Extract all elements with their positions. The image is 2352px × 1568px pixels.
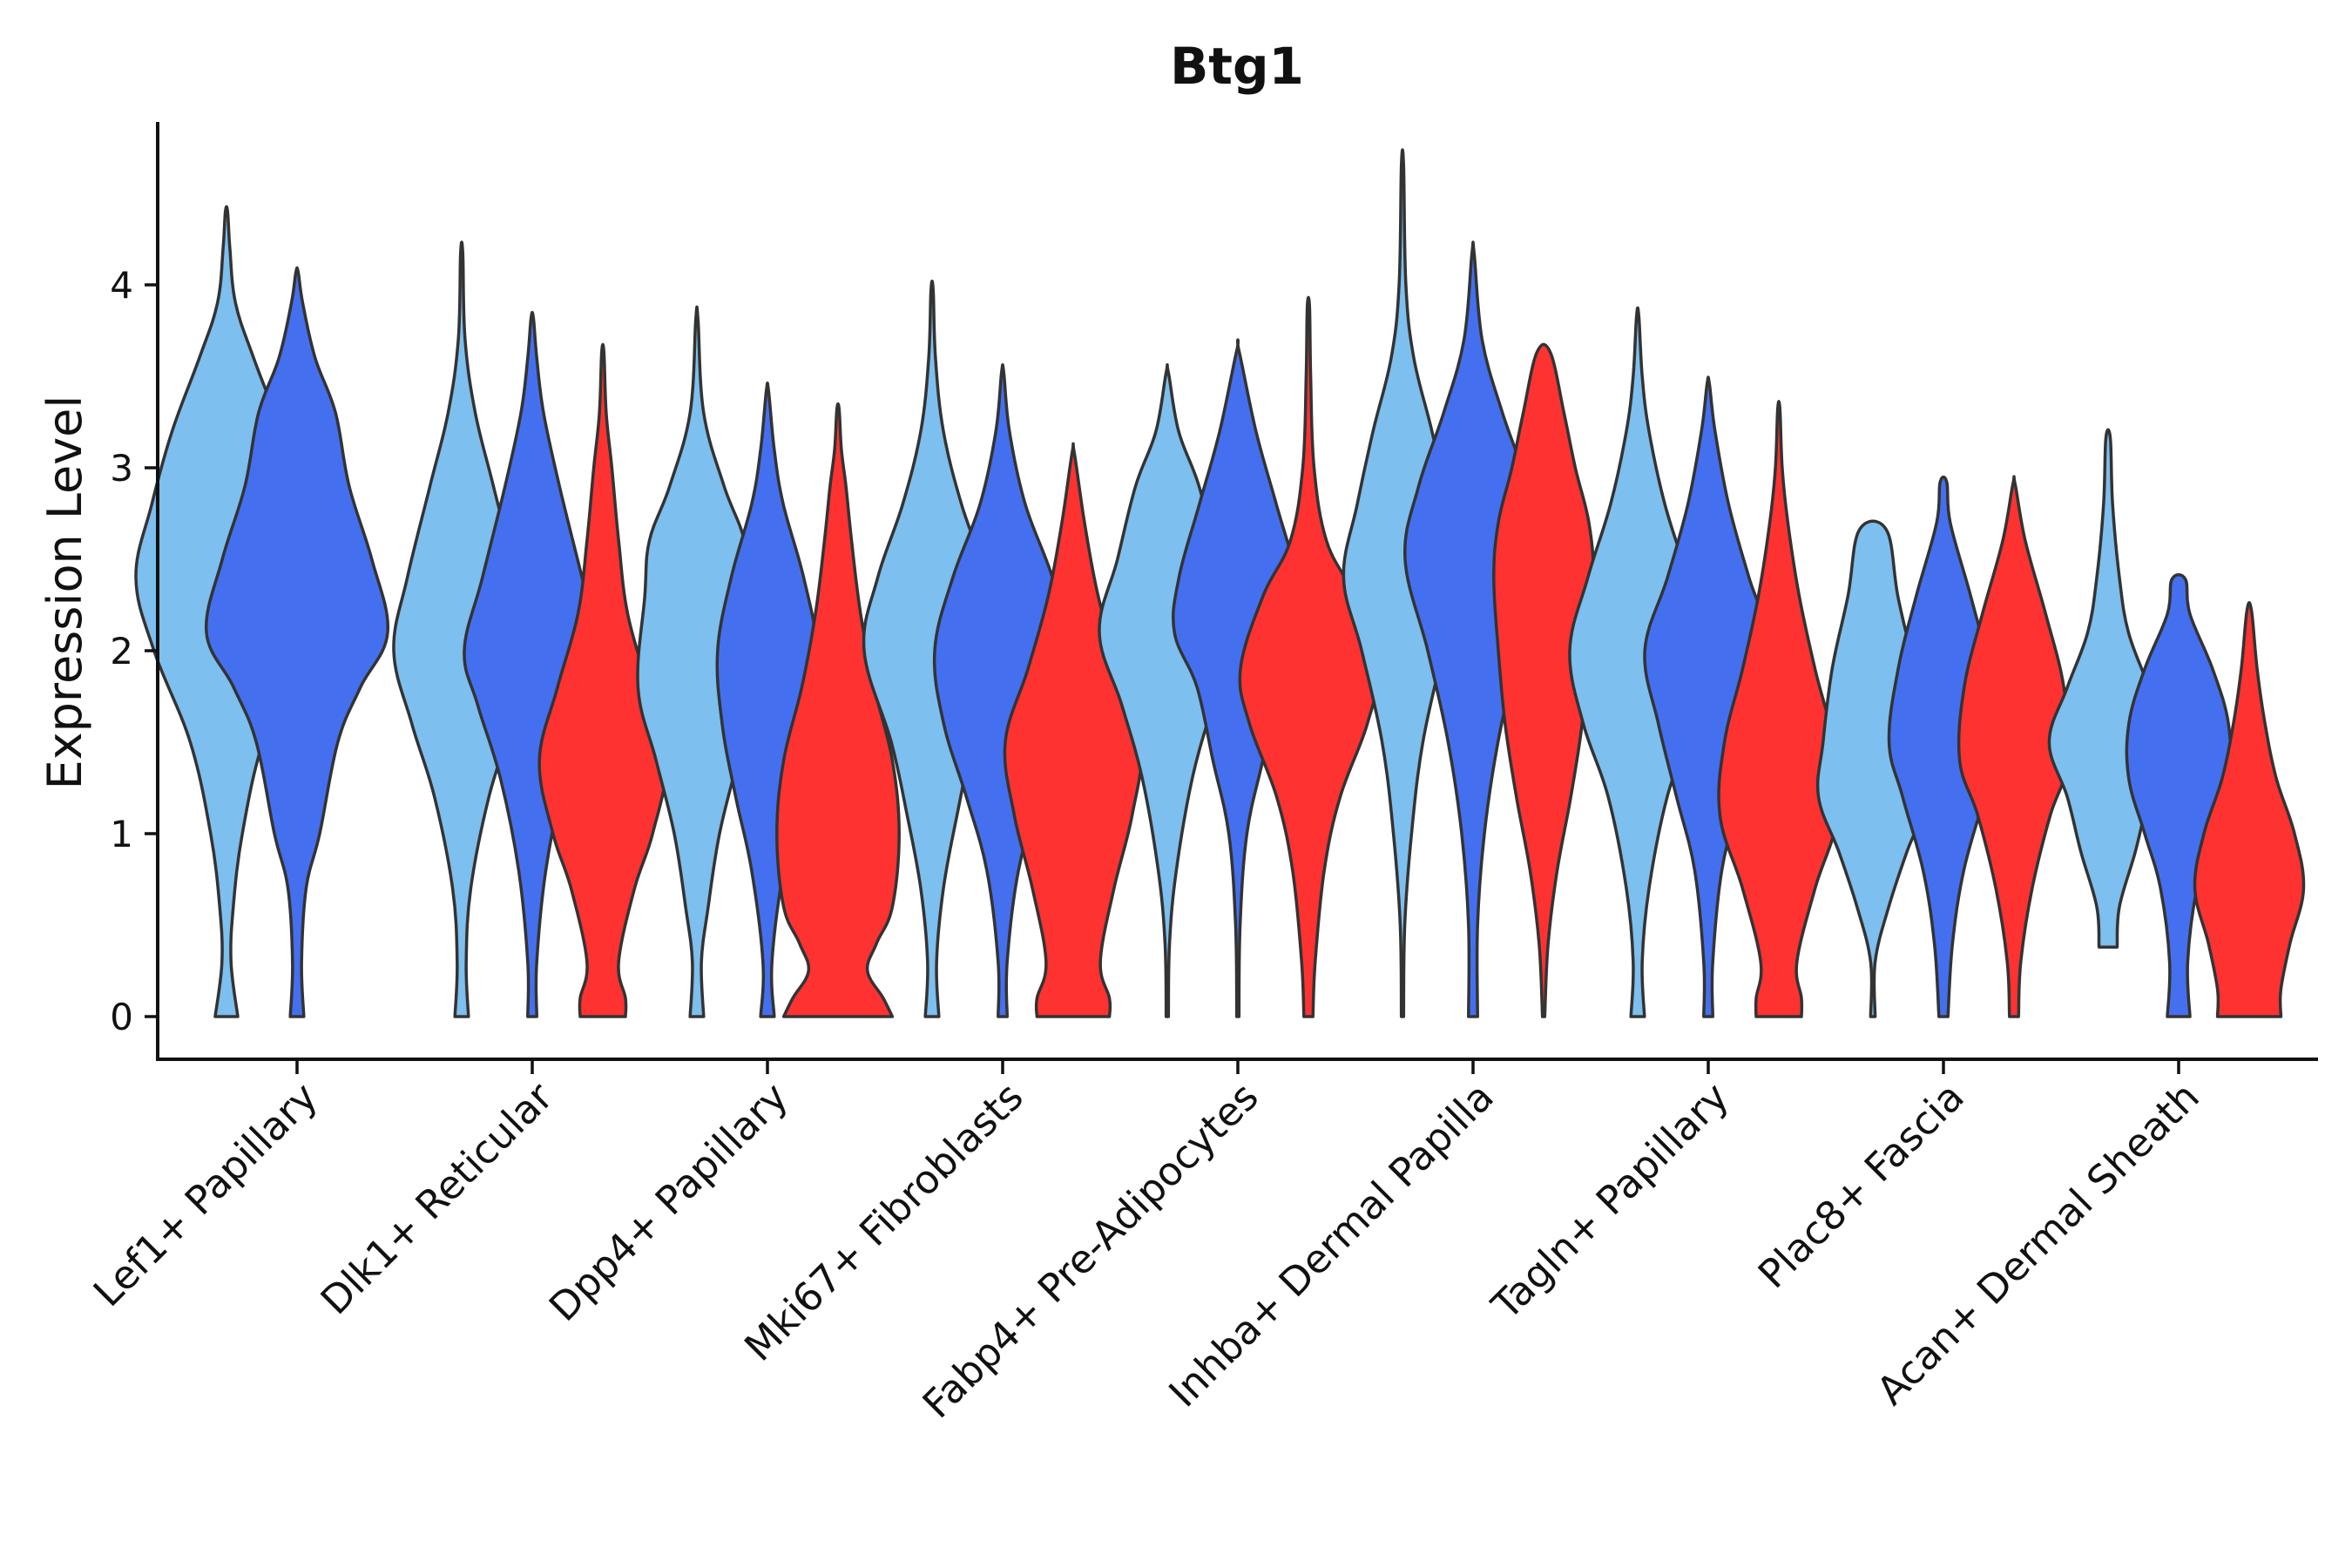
violin-inhba-dermal-papilla-3: [1492, 342, 1595, 1018]
violin-dpp4-papillary-3: [775, 402, 901, 1018]
violin-mki67-fibroblasts-3: [1003, 442, 1144, 1018]
violin-plac8-fascia-3: [1957, 475, 2072, 1018]
violin-lef1-papillary-2: [204, 266, 390, 1018]
x-tick-label-plac8-fascia: Plac8+ Fascia: [1749, 1073, 1973, 1297]
y-tick-label: 3: [110, 447, 133, 490]
x-tick-label-lef1-papillary: Lef1+ Papillary: [84, 1073, 327, 1315]
violin-inhba-dermal-papilla-2: [1403, 240, 1543, 1018]
violin-tagln-papillary-3: [1717, 399, 1841, 1018]
violin-inhba-dermal-papilla-1: [1342, 148, 1463, 1018]
y-tick-label: 1: [110, 813, 133, 855]
y-tick-label: 0: [110, 996, 133, 1038]
violin-acan-dermal-sheath-3: [2193, 600, 2306, 1018]
violin-plac8-fascia-1: [1815, 519, 1930, 1018]
violins-layer: [134, 148, 2306, 1018]
violin-fabp4-pre-adipocytes-3: [1238, 295, 1379, 1018]
y-axis-label: Expression Level: [37, 395, 92, 790]
y-ticks: 0 1 2 3 4: [110, 264, 158, 1038]
y-tick-label: 4: [110, 264, 133, 307]
chart-title: Btg1: [1170, 37, 1304, 96]
violin-dlk1-reticular-3: [537, 342, 668, 1018]
x-tick-label-dpp4-papillary: Dpp4+ Papillary: [540, 1073, 797, 1330]
axes: [156, 122, 2318, 1061]
x-tick-label-dlk1-reticular: Dlk1+ Reticular: [312, 1073, 562, 1323]
y-tick-label: 2: [110, 630, 133, 672]
x-tick-label-tagln-papillary: Tagln+ Papillary: [1483, 1073, 1738, 1328]
